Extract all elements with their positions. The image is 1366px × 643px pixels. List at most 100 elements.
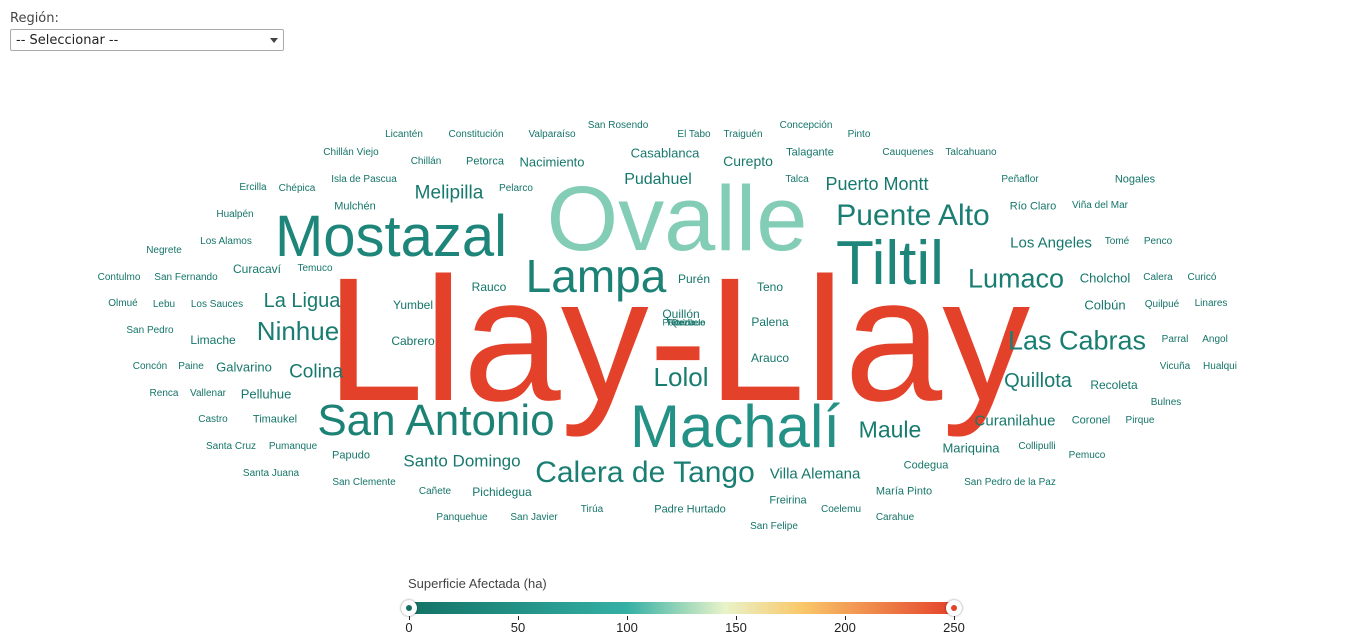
word-angol[interactable]: Angol: [1202, 334, 1228, 345]
word-recoleta[interactable]: Recoleta: [1090, 378, 1138, 392]
word-castro[interactable]: Castro: [198, 414, 228, 425]
word-curacaví[interactable]: Curacaví: [232, 262, 282, 276]
word-panquehue[interactable]: Panquehue: [436, 512, 488, 523]
word-contulmo[interactable]: Contulmo: [97, 272, 141, 283]
word-vicuña[interactable]: Vicuña: [1159, 361, 1191, 372]
word-pichidegua[interactable]: Pichidegua: [472, 485, 532, 499]
word-penco[interactable]: Penco: [1143, 236, 1173, 247]
word-pumanque[interactable]: Pumanque: [268, 441, 318, 452]
word-san-clemente[interactable]: San Clemente: [332, 477, 396, 488]
word-pemuco[interactable]: Pemuco: [1068, 450, 1106, 461]
word-las-cabras[interactable]: Las Cabras: [1007, 325, 1147, 356]
word-colbún[interactable]: Colbún: [1084, 297, 1126, 313]
word-arauco[interactable]: Arauco: [750, 351, 790, 365]
word-río-claro[interactable]: Río Claro: [1009, 200, 1057, 213]
word-isla-de-pascua[interactable]: Isla de Pascua: [331, 174, 397, 185]
word-limache[interactable]: Limache: [190, 333, 236, 347]
word-villa-alemana[interactable]: Villa Alemana: [769, 465, 861, 483]
word-concepción[interactable]: Concepción: [779, 120, 833, 131]
word-santo-domingo[interactable]: Santo Domingo: [403, 451, 521, 471]
region-select[interactable]: -- Seleccionar --: [10, 29, 284, 51]
word-olmué[interactable]: Olmué: [108, 298, 138, 309]
word-puente-alto[interactable]: Puente Alto: [836, 199, 990, 232]
word-parral[interactable]: Parral: [1161, 334, 1189, 345]
word-licantén[interactable]: Licantén: [385, 129, 423, 140]
word-hualpén[interactable]: Hualpén: [216, 209, 254, 220]
word-ercilla[interactable]: Ercilla: [239, 182, 267, 193]
word-palena[interactable]: Palena: [751, 315, 789, 329]
word-talagante[interactable]: Talagante: [786, 146, 834, 159]
word-san-pedro[interactable]: San Pedro: [126, 325, 174, 336]
word-pudahuel[interactable]: Pudahuel: [624, 171, 692, 188]
word-san-rosendo[interactable]: San Rosendo: [587, 120, 649, 131]
word-valparaíso[interactable]: Valparaíso: [528, 129, 576, 140]
word-coronel[interactable]: Coronel: [1071, 414, 1111, 427]
word-la-ligua[interactable]: La Ligua: [263, 290, 341, 312]
word-tomé[interactable]: Tomé: [1104, 236, 1130, 247]
word-san-fernando[interactable]: San Fernando: [154, 272, 218, 283]
word-codegua[interactable]: Codegua: [903, 459, 949, 472]
word-machalí[interactable]: Machalí: [629, 393, 841, 460]
word-quillón[interactable]: Quillón: [662, 307, 700, 321]
word-coelemu[interactable]: Coelemu: [820, 504, 862, 515]
word-san-pedro-de-la-paz[interactable]: San Pedro de la Paz: [964, 477, 1056, 488]
word-petorca[interactable]: Petorca: [466, 155, 504, 168]
word-nogales[interactable]: Nogales: [1114, 173, 1156, 186]
word-san-felipe[interactable]: San Felipe: [750, 521, 798, 532]
word-cabrero[interactable]: Cabrero: [391, 334, 435, 348]
word-concón[interactable]: Concón: [132, 361, 168, 372]
word-curicó[interactable]: Curicó: [1187, 272, 1217, 283]
word-san-javier[interactable]: San Javier: [510, 512, 558, 523]
word-vallenar[interactable]: Vallenar: [190, 388, 226, 399]
word-los-angeles[interactable]: Los Angeles: [1010, 234, 1092, 252]
word-cholchol[interactable]: Cholchol: [1079, 270, 1131, 286]
word-san-antonio[interactable]: San Antonio: [317, 396, 555, 445]
word-rauco[interactable]: Rauco: [471, 280, 507, 294]
word-santa-juana[interactable]: Santa Juana: [242, 468, 300, 479]
word-ovalle[interactable]: Ovalle: [546, 168, 808, 270]
word-chillán-viejo[interactable]: Chillán Viejo: [323, 147, 379, 158]
word-peñaflor[interactable]: Peñaflor: [1001, 174, 1039, 185]
word-bulnes[interactable]: Bulnes: [1150, 397, 1182, 408]
word-yumbel[interactable]: Yumbel: [392, 298, 434, 312]
word-paine[interactable]: Paine: [178, 361, 204, 372]
word-maría-pinto[interactable]: María Pinto: [875, 485, 933, 498]
word-lebu[interactable]: Lebu: [152, 299, 176, 310]
word-lampa[interactable]: Lampa: [525, 250, 667, 302]
word-timaukel[interactable]: Timaukel: [252, 413, 298, 426]
word-carahue[interactable]: Carahue: [875, 512, 915, 523]
word-mulchén[interactable]: Mulchén: [334, 200, 376, 213]
word-maule[interactable]: Maule: [858, 416, 922, 443]
word-constitución[interactable]: Constitución: [448, 129, 504, 140]
word-viña-del-mar[interactable]: Viña del Mar: [1072, 200, 1128, 211]
word-chillán[interactable]: Chillán: [410, 156, 442, 167]
word-padre-hurtado[interactable]: Padre Hurtado: [654, 503, 726, 516]
word-cauquenes[interactable]: Cauquenes: [882, 147, 934, 158]
word-tiltil[interactable]: Tiltil: [836, 229, 944, 298]
word-llay-llay[interactable]: Llay-Llay: [325, 242, 1031, 438]
word-calera[interactable]: Calera: [1143, 272, 1173, 283]
word-pelarco[interactable]: Pelarco: [499, 183, 533, 194]
word-tirúa[interactable]: Tirúa: [580, 504, 604, 515]
word-curepto[interactable]: Curepto: [723, 153, 773, 169]
word-casablanca[interactable]: Casablanca: [630, 145, 700, 161]
word-collipulli[interactable]: Collipulli: [1018, 441, 1056, 452]
word-galvarino[interactable]: Galvarino: [216, 359, 272, 375]
word-portezuelo[interactable]: Portezuelo: [662, 317, 706, 328]
word-talca[interactable]: Talca: [785, 174, 809, 185]
word-temuco[interactable]: Temuco: [297, 263, 333, 274]
word-pelluhue[interactable]: Pelluhue: [240, 386, 292, 402]
word-talcahuano[interactable]: Talcahuano: [945, 147, 997, 158]
word-mostazal[interactable]: Mostazal: [274, 204, 508, 269]
word-santa-cruz[interactable]: Santa Cruz: [205, 441, 257, 452]
word-colina[interactable]: Colina: [289, 361, 343, 383]
word-papudo[interactable]: Papudo: [332, 449, 370, 462]
word-ninhue[interactable]: Ninhue: [256, 316, 340, 346]
word-chépica[interactable]: Chépica: [278, 183, 316, 194]
word-puerto-montt[interactable]: Puerto Montt: [825, 174, 929, 194]
range-handle-min[interactable]: [401, 600, 417, 616]
word-pirque[interactable]: Pirque: [1125, 415, 1155, 426]
word-quilpué[interactable]: Quilpué: [1144, 299, 1180, 310]
word-negrete[interactable]: Negrete: [146, 245, 182, 256]
word-el-tabo[interactable]: El Tabo: [677, 129, 711, 140]
